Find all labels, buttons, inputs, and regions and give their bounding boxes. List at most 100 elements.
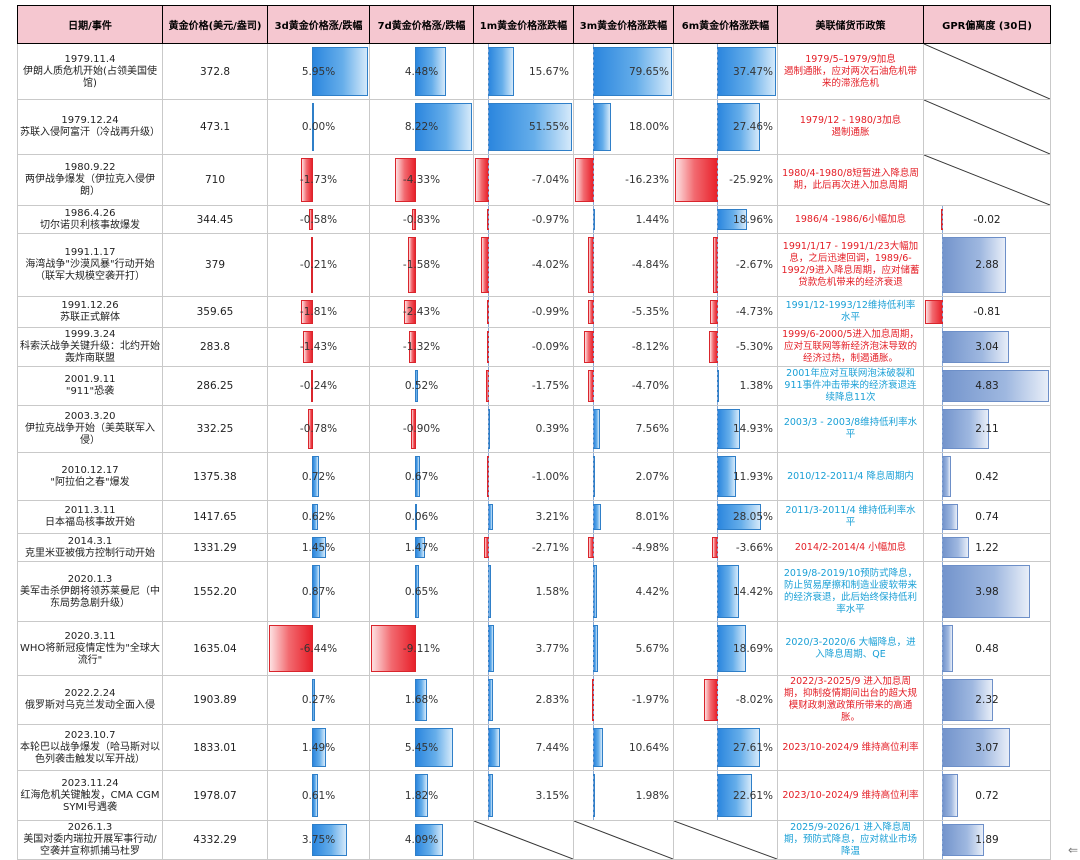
- fed-policy-cell[interactable]: 2011/3-2011/4 维持低利率水平: [777, 500, 924, 534]
- change-d7-cell[interactable]: -1.58%: [369, 233, 474, 297]
- fed-policy-cell[interactable]: 1979/12 - 1980/3加息 遏制通胀: [777, 99, 924, 155]
- fed-policy-cell[interactable]: 1986/4 -1986/6小幅加息: [777, 205, 924, 234]
- change-d3-cell[interactable]: -0.24%: [267, 366, 370, 406]
- change-m3-cell[interactable]: 2.07%: [573, 452, 674, 501]
- change-m6-cell[interactable]: -8.02%: [673, 675, 778, 725]
- gold-price-cell[interactable]: 4332.29: [162, 820, 268, 860]
- change-d3-cell[interactable]: -0.58%: [267, 205, 370, 234]
- change-m3-cell[interactable]: 18.00%: [573, 99, 674, 155]
- change-d7-cell[interactable]: -9.11%: [369, 621, 474, 676]
- change-m1-cell[interactable]: -7.04%: [473, 154, 574, 206]
- event-cell[interactable]: 2010.12.17 "阿拉伯之春"爆发: [17, 452, 163, 501]
- header-3m[interactable]: 3m黄金价格涨跌幅: [573, 5, 674, 44]
- gpr-cell[interactable]: 3.04: [923, 327, 1051, 367]
- fed-policy-cell[interactable]: 1999/6-2000/5进入加息周期，应对互联网等新经济泡沫导致的经济过热，制…: [777, 327, 924, 367]
- fed-policy-cell[interactable]: 2025/9-2026/1 进入降息周期，预防式降息，应对就业市场降温: [777, 820, 924, 860]
- table-row[interactable]: 2022.2.24 俄罗斯对乌克兰发动全面入侵 1903.89 0.27% 1.68% 2…: [17, 675, 1051, 725]
- event-cell[interactable]: 2014.3.1 克里米亚被俄方控制行动开始: [17, 533, 163, 562]
- gold-price-cell[interactable]: 1635.04: [162, 621, 268, 676]
- gpr-cell[interactable]: 2.11: [923, 405, 1051, 453]
- event-cell[interactable]: 2020.3.11 WHO将新冠疫情定性为"全球大流行": [17, 621, 163, 676]
- event-cell[interactable]: 2023.11.24 红海危机关键触发，CMA CGM SYMI号遇袭: [17, 770, 163, 821]
- gpr-cell[interactable]: 0.42: [923, 452, 1051, 501]
- change-d3-cell[interactable]: 3.75%: [267, 820, 370, 860]
- change-m3-cell[interactable]: -8.12%: [573, 327, 674, 367]
- change-d7-cell[interactable]: 0.67%: [369, 452, 474, 501]
- change-m6-cell[interactable]: 18.96%: [673, 205, 778, 234]
- gpr-cell[interactable]: -0.02: [923, 205, 1051, 234]
- fed-policy-cell[interactable]: 1991/12-1993/12维持低利率水平: [777, 296, 924, 328]
- gold-price-cell[interactable]: 379: [162, 233, 268, 297]
- change-d3-cell[interactable]: 1.49%: [267, 724, 370, 771]
- change-m6-cell[interactable]: 27.61%: [673, 724, 778, 771]
- fed-policy-cell[interactable]: 2023/10-2024/9 维持高位利率: [777, 724, 924, 771]
- fed-policy-cell[interactable]: 2010/12-2011/4 降息周期内: [777, 452, 924, 501]
- change-d7-cell[interactable]: 0.52%: [369, 366, 474, 406]
- change-d7-cell[interactable]: 8.22%: [369, 99, 474, 155]
- gold-price-cell[interactable]: 473.1: [162, 99, 268, 155]
- table-row[interactable]: 1999.3.24 科索沃战争关键升级：北约开始轰炸南联盟 283.8 -1.43% -…: [17, 327, 1051, 367]
- table-row[interactable]: 2020.3.11 WHO将新冠疫情定性为"全球大流行" 1635.04 -6.44%…: [17, 621, 1051, 676]
- change-d3-cell[interactable]: 0.00%: [267, 99, 370, 155]
- event-cell[interactable]: 2023.10.7 本轮巴以战争爆发（哈马斯对以色列袭击触发以军开战）: [17, 724, 163, 771]
- header-price[interactable]: 黄金价格(美元/盎司): [162, 5, 268, 44]
- change-d7-cell[interactable]: -4.33%: [369, 154, 474, 206]
- change-d3-cell[interactable]: 1.45%: [267, 533, 370, 562]
- gpr-cell[interactable]: 3.07: [923, 724, 1051, 771]
- event-cell[interactable]: 1979.11.4 伊朗人质危机开始(占领美国使馆): [17, 43, 163, 100]
- header-1m[interactable]: 1m黄金价格涨跌幅: [473, 5, 574, 44]
- table-row[interactable]: 2014.3.1 克里米亚被俄方控制行动开始 1331.29 1.45% 1.47% -2…: [17, 533, 1051, 562]
- change-m1-cell[interactable]: -1.00%: [473, 452, 574, 501]
- change-m6-cell[interactable]: 14.42%: [673, 561, 778, 622]
- change-m1-cell[interactable]: 7.44%: [473, 724, 574, 771]
- event-cell[interactable]: 1979.12.24 苏联入侵阿富汗（冷战再升级）: [17, 99, 163, 155]
- fed-policy-cell[interactable]: 1991/1/17 - 1991/1/23大幅加息，之后迅速回调，1989/6-…: [777, 233, 924, 297]
- table-row[interactable]: 2023.11.24 红海危机关键触发，CMA CGM SYMI号遇袭 1978.0…: [17, 770, 1051, 821]
- change-m1-cell[interactable]: 51.55%: [473, 99, 574, 155]
- change-m1-cell[interactable]: 3.21%: [473, 500, 574, 534]
- gold-price-cell[interactable]: 1417.65: [162, 500, 268, 534]
- change-m1-cell[interactable]: -0.99%: [473, 296, 574, 328]
- change-m3-cell[interactable]: 4.42%: [573, 561, 674, 622]
- change-m6-cell[interactable]: 18.69%: [673, 621, 778, 676]
- change-d3-cell[interactable]: 5.95%: [267, 43, 370, 100]
- event-cell[interactable]: 1986.4.26 切尔诺贝利核事故爆发: [17, 205, 163, 234]
- table-row[interactable]: 2023.10.7 本轮巴以战争爆发（哈马斯对以色列袭击触发以军开战） 1833.0…: [17, 724, 1051, 771]
- change-d7-cell[interactable]: 0.06%: [369, 500, 474, 534]
- fed-policy-cell[interactable]: 2003/3 - 2003/8维持低利率水平: [777, 405, 924, 453]
- gold-price-cell[interactable]: 1331.29: [162, 533, 268, 562]
- change-m3-cell[interactable]: -1.97%: [573, 675, 674, 725]
- gold-price-cell[interactable]: 1833.01: [162, 724, 268, 771]
- table-row[interactable]: 2011.3.11 日本福岛核事故开始 1417.65 0.62% 0.06% 3.21%…: [17, 500, 1051, 534]
- change-m6-cell[interactable]: 37.47%: [673, 43, 778, 100]
- gpr-cell[interactable]: 1.22: [923, 533, 1051, 562]
- gold-price-cell[interactable]: 710: [162, 154, 268, 206]
- table-row[interactable]: 1979.12.24 苏联入侵阿富汗（冷战再升级） 473.1 0.00% 8.22% 5…: [17, 99, 1051, 155]
- fed-policy-cell[interactable]: 2023/10-2024/9 维持高位利率: [777, 770, 924, 821]
- change-m6-cell[interactable]: -2.67%: [673, 233, 778, 297]
- change-m6-cell[interactable]: -3.66%: [673, 533, 778, 562]
- gpr-cell[interactable]: 0.48: [923, 621, 1051, 676]
- change-d7-cell[interactable]: 1.68%: [369, 675, 474, 725]
- change-m6-cell[interactable]: -4.73%: [673, 296, 778, 328]
- header-policy[interactable]: 美联储货币政策: [777, 5, 924, 44]
- gold-price-cell[interactable]: 1552.20: [162, 561, 268, 622]
- header-gpr[interactable]: GPR偏离度 (30日): [923, 5, 1051, 44]
- gold-price-cell[interactable]: 332.25: [162, 405, 268, 453]
- table-row[interactable]: 2003.3.20 伊拉克战争开始（美英联军入侵） 332.25 -0.78% -0.9…: [17, 405, 1051, 453]
- change-d3-cell[interactable]: -1.73%: [267, 154, 370, 206]
- change-m3-cell[interactable]: 1.44%: [573, 205, 674, 234]
- gold-price-cell[interactable]: 372.8: [162, 43, 268, 100]
- gpr-cell[interactable]: 1.89: [923, 820, 1051, 860]
- change-m1-cell[interactable]: -0.97%: [473, 205, 574, 234]
- event-cell[interactable]: 1999.3.24 科索沃战争关键升级：北约开始轰炸南联盟: [17, 327, 163, 367]
- gold-price-cell[interactable]: 1978.07: [162, 770, 268, 821]
- event-cell[interactable]: 1980.9.22 两伊战争爆发（伊拉克入侵伊朗）: [17, 154, 163, 206]
- change-m6-cell[interactable]: 1.38%: [673, 366, 778, 406]
- table-row[interactable]: 2026.1.3 美国对委内瑞拉开展军事行动/空袭并宣称抓捕马杜罗 4332.29 3…: [17, 820, 1051, 860]
- fed-policy-cell[interactable]: 1980/4-1980/8短暂进入降息周期，此后再次进入加息周期: [777, 154, 924, 206]
- gold-price-cell[interactable]: 286.25: [162, 366, 268, 406]
- event-cell[interactable]: 2011.3.11 日本福岛核事故开始: [17, 500, 163, 534]
- event-cell[interactable]: 2020.1.3 美军击杀伊朗将领苏莱曼尼（中东局势急剧升级）: [17, 561, 163, 622]
- change-m1-cell[interactable]: -0.09%: [473, 327, 574, 367]
